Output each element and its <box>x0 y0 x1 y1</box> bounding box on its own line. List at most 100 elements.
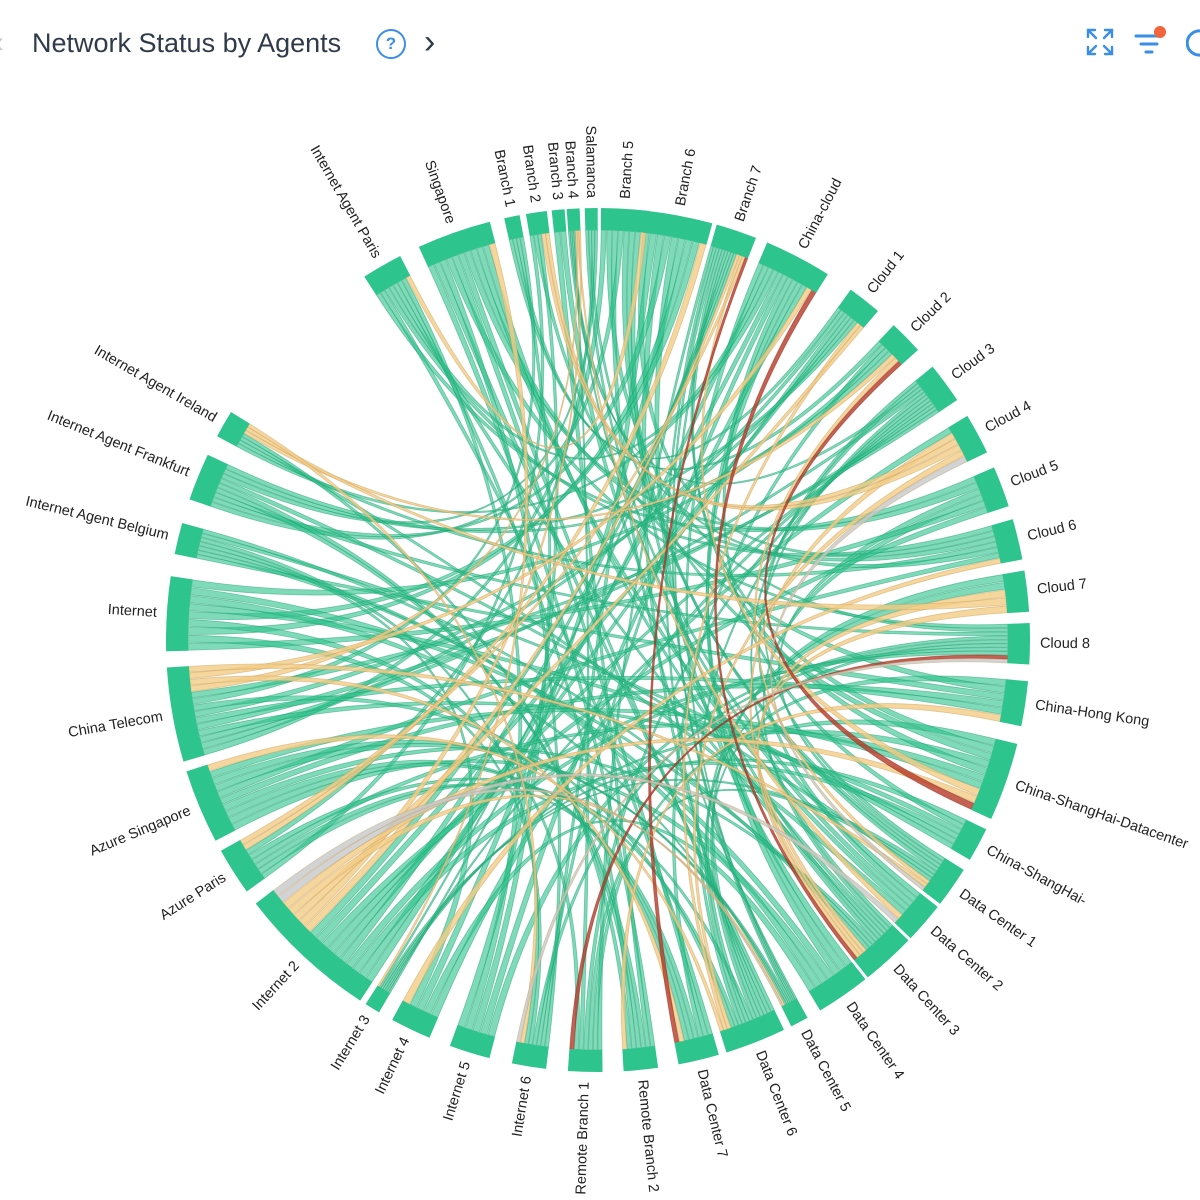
node-label: Internet Agent Paris <box>307 143 385 261</box>
chord-arc[interactable] <box>1007 623 1030 665</box>
chord-ribbon[interactable] <box>487 635 1009 1038</box>
chord-ribbon[interactable] <box>597 245 714 1051</box>
chord-ribbon[interactable] <box>402 557 1002 1005</box>
node-label: Cloud 5 <box>1008 458 1060 491</box>
chord-arc[interactable] <box>950 819 987 860</box>
node-label: China-ShangHai-Datacenter <box>1013 778 1190 853</box>
chord-ribbon[interactable] <box>445 256 1009 629</box>
expand-icon[interactable] <box>1084 26 1116 58</box>
node-label: Salamanca <box>582 125 599 199</box>
chord-arc[interactable] <box>166 666 205 762</box>
node-label: Internet Agent Belgium <box>24 494 170 544</box>
chord-arc[interactable] <box>674 1033 719 1065</box>
chord-ribbon[interactable] <box>704 643 1009 1025</box>
arc-layer <box>166 208 1030 1072</box>
node-label: Internet <box>107 602 157 621</box>
chord-ribbon[interactable] <box>211 739 789 1005</box>
chord-arc[interactable] <box>567 1049 603 1072</box>
chord-arc[interactable] <box>878 325 919 365</box>
chart-header: ‹ Network Status by Agents ? › <box>0 0 1200 90</box>
chord-arc[interactable] <box>600 208 650 233</box>
chord-arc[interactable] <box>504 215 524 240</box>
chord-arc[interactable] <box>174 522 204 559</box>
chord-arc[interactable] <box>991 519 1023 564</box>
chord-arc[interactable] <box>642 210 713 245</box>
chord-ribbon[interactable] <box>257 782 754 1022</box>
chevron-left-icon[interactable]: ‹ <box>0 26 4 60</box>
chord-arc[interactable] <box>781 998 808 1027</box>
node-label: Internet 4 <box>372 1035 413 1097</box>
chord-arc[interactable] <box>525 211 550 236</box>
filter-icon[interactable] <box>1132 26 1172 60</box>
chord-ribbon[interactable] <box>423 819 816 1015</box>
chord-ribbon[interactable] <box>691 248 988 775</box>
chord-arc[interactable] <box>189 454 228 507</box>
chord-arc[interactable] <box>364 255 411 296</box>
chord-arc[interactable] <box>1002 570 1030 614</box>
chord-arc[interactable] <box>999 679 1029 727</box>
node-label: China-Hong Kong <box>1034 697 1150 730</box>
chord-ribbon[interactable] <box>217 482 642 1049</box>
help-circle-icon[interactable]: ? <box>376 29 406 59</box>
chord-arc[interactable] <box>255 890 373 1001</box>
chord-ribbon[interactable] <box>541 232 959 509</box>
node-label: Internet 3 <box>328 1013 374 1074</box>
chord-arc[interactable] <box>551 209 567 233</box>
node-label: Cloud 2 <box>908 289 955 335</box>
node-label: Data Center 7 <box>694 1068 731 1160</box>
chord-arc[interactable] <box>511 1041 549 1069</box>
node-label: Cloud 1 <box>864 248 907 297</box>
chord-arc[interactable] <box>854 925 909 978</box>
node-label: Data Center 6 <box>752 1049 800 1139</box>
chevron-right-icon[interactable]: › <box>424 23 436 61</box>
chord-ribbon[interactable] <box>439 258 562 1048</box>
chord-arc[interactable] <box>392 1000 439 1038</box>
chord-ribbon[interactable] <box>516 658 1008 1043</box>
node-label: Branch 5 <box>618 140 638 199</box>
chord-ribbon[interactable] <box>714 289 858 961</box>
chord-ribbon[interactable] <box>512 237 842 460</box>
chord-arc[interactable] <box>584 208 598 231</box>
node-label: Branch 4 <box>561 140 580 199</box>
chord-arc[interactable] <box>894 893 938 939</box>
chord-ribbon[interactable] <box>242 242 707 851</box>
node-label: Internet 5 <box>441 1060 474 1123</box>
chord-arc[interactable] <box>710 224 756 259</box>
chord-arc[interactable] <box>449 1025 495 1059</box>
chord-ribbon[interactable] <box>620 703 1002 1050</box>
chord-arc[interactable] <box>186 764 235 841</box>
chord-arc[interactable] <box>365 985 391 1013</box>
chord-arc[interactable] <box>566 208 581 232</box>
chord-arc[interactable] <box>758 242 828 293</box>
chord-arc[interactable] <box>217 412 250 447</box>
chord-arc[interactable] <box>837 289 878 328</box>
chord-arc[interactable] <box>915 366 958 413</box>
node-label: Singapore <box>421 158 458 226</box>
chord-ribbon[interactable] <box>245 426 1007 611</box>
chord-arc[interactable] <box>220 840 265 892</box>
chord-arc[interactable] <box>973 467 1009 513</box>
chord-ribbon[interactable] <box>396 279 637 1050</box>
chord-arc[interactable] <box>166 576 193 652</box>
node-label: Branch 7 <box>732 164 766 224</box>
chord-ribbon[interactable] <box>190 230 579 693</box>
chord-ribbon[interactable] <box>197 545 822 989</box>
chord-arc[interactable] <box>922 858 964 904</box>
chord-arc[interactable] <box>418 221 496 267</box>
chord-ribbon[interactable] <box>188 240 700 620</box>
chord-ribbon[interactable] <box>192 695 736 1029</box>
chord-ribbon[interactable] <box>339 251 735 964</box>
chord-arc[interactable] <box>622 1046 659 1072</box>
chord-arc[interactable] <box>719 1010 784 1053</box>
chord-ribbon[interactable] <box>187 239 693 635</box>
node-label: Branch 6 <box>673 147 700 207</box>
chord-arc[interactable] <box>808 961 866 1011</box>
refresh-icon[interactable] <box>1186 26 1200 60</box>
chord-ribbon[interactable] <box>207 734 724 1032</box>
node-label: Branch 3 <box>544 141 565 200</box>
chord-arc[interactable] <box>971 738 1018 819</box>
node-label: China-ShangHai- <box>983 842 1089 909</box>
ribbon-layer <box>187 229 1009 1051</box>
chord-arc[interactable] <box>948 415 988 462</box>
